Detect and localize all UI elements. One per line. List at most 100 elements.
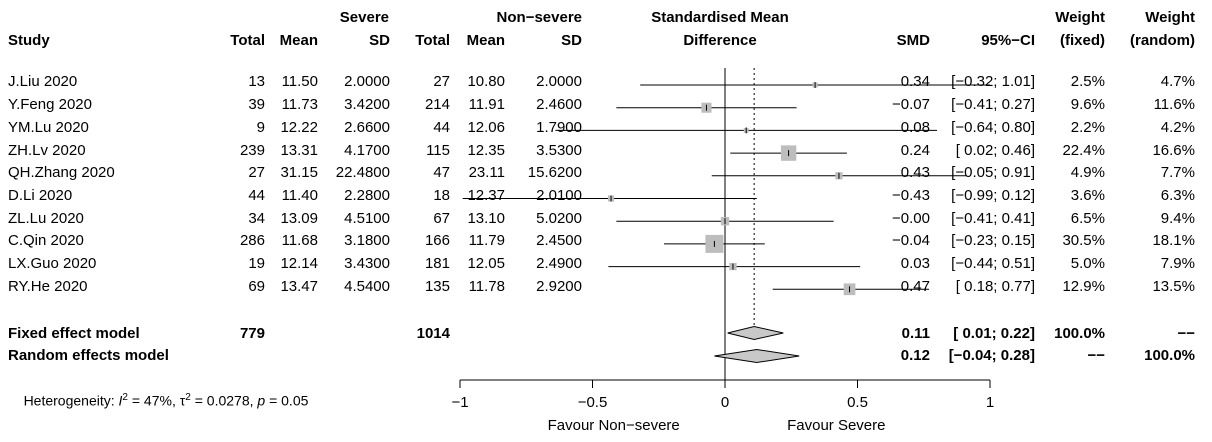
sd1-value: 4.5400 <box>344 278 390 295</box>
total1-value: 19 <box>248 255 265 272</box>
i-squared-value: = 47%, <box>127 392 180 409</box>
tau-symbol: τ <box>179 392 186 409</box>
sd1-value: 22.4800 <box>335 164 390 181</box>
header-weight-random-line2: (random) <box>1130 32 1195 49</box>
favour-right-label: Favour Severe <box>787 417 885 434</box>
study-name: C.Qin 2020 <box>8 232 84 249</box>
header-group1: Severe <box>339 9 389 26</box>
p-value: = 0.05 <box>265 392 309 409</box>
mean2-value: 23.11 <box>468 164 505 181</box>
weight-random-value: 4.2% <box>1160 119 1195 136</box>
smd-value: 0.24 <box>900 142 930 159</box>
sd1-value: 2.2800 <box>344 187 390 204</box>
mean1-value: 12.14 <box>280 255 318 272</box>
header-smd-line2: Difference <box>683 32 757 49</box>
smd-value: 0.47 <box>900 278 930 295</box>
fixed-total2: 1014 <box>416 325 450 342</box>
header-smd: SMD <box>896 32 930 49</box>
ci-value: [−0.64; 0.80] <box>951 119 1035 136</box>
ci-value: [−0.32; 1.01] <box>951 73 1035 90</box>
heterogeneity-prefix: Heterogeneity: <box>23 392 119 409</box>
weight-random-value: 7.7% <box>1160 164 1195 181</box>
total2-value: 27 <box>433 73 450 90</box>
weight-fixed-value: 2.5% <box>1070 73 1105 90</box>
random-effects-label: Random effects model <box>8 347 169 364</box>
weight-fixed-value: 3.6% <box>1070 187 1105 204</box>
total1-value: 69 <box>248 278 265 295</box>
sd2-value: 15.6200 <box>527 164 582 181</box>
fixed-total1: 779 <box>239 325 265 342</box>
header-weight-fixed-line1: Weight <box>1055 9 1105 26</box>
random-ci: [−0.04; 0.28] <box>948 347 1035 364</box>
mean1-value: 13.31 <box>280 142 318 159</box>
sd1-value: 3.4200 <box>344 96 390 113</box>
total1-value: 286 <box>239 232 265 249</box>
total2-value: 67 <box>433 210 450 227</box>
mean2-value: 11.91 <box>468 96 505 113</box>
weight-fixed-value: 2.2% <box>1070 119 1105 136</box>
weight-random-value: 13.5% <box>1152 278 1195 295</box>
sd1-value: 4.5100 <box>344 210 390 227</box>
sd1-value: 4.1700 <box>344 142 390 159</box>
header-smd-line1: Standardised Mean <box>651 9 789 26</box>
weight-fixed-value: 4.9% <box>1070 164 1105 181</box>
header-total2: Total <box>415 32 450 49</box>
mean2-value: 12.06 <box>467 119 505 136</box>
total1-value: 34 <box>248 210 265 227</box>
sd2-value: 2.0100 <box>536 187 582 204</box>
total1-value: 44 <box>248 187 265 204</box>
sd2-value: 2.0000 <box>536 73 582 90</box>
study-name: LX.Guo 2020 <box>8 255 97 272</box>
header-sd2: SD <box>561 32 582 49</box>
total1-value: 9 <box>256 119 265 136</box>
smd-value: 0.08 <box>900 119 930 136</box>
random-weight-random: 100.0% <box>1144 347 1195 364</box>
ci-value: [ 0.18; 0.77] <box>955 278 1035 295</box>
sd2-value: 2.4500 <box>536 232 582 249</box>
header-mean1: Mean <box>279 32 318 49</box>
x-tick-label: 0.5 <box>847 394 868 411</box>
total2-value: 166 <box>424 232 450 249</box>
ci-value: [−0.44; 0.51] <box>951 255 1035 272</box>
ci-value: [ 0.02; 0.46] <box>955 142 1035 159</box>
header-sd1: SD <box>369 32 390 49</box>
total2-value: 135 <box>424 278 450 295</box>
smd-value: 0.03 <box>900 255 930 272</box>
weight-random-value: 11.6% <box>1153 96 1195 113</box>
fixed-effect-diamond <box>727 325 784 341</box>
superscript-2: 2 <box>122 392 128 403</box>
mean2-value: 11.78 <box>468 278 505 295</box>
mean2-value: 12.05 <box>467 255 505 272</box>
weight-random-value: 18.1% <box>1152 232 1195 249</box>
weight-random-value: 6.3% <box>1160 187 1195 204</box>
weight-random-value: 7.9% <box>1160 255 1195 272</box>
total2-value: 47 <box>433 164 450 181</box>
random-smd: 0.12 <box>900 347 930 364</box>
fixed-weight-random: −− <box>1177 325 1195 342</box>
weight-fixed-value: 12.9% <box>1062 278 1105 295</box>
mean1-value: 13.09 <box>280 210 318 227</box>
header-ci: 95%−CI <box>981 32 1035 49</box>
x-tick-label: −0.5 <box>578 394 608 411</box>
weight-random-value: 4.7% <box>1160 73 1195 90</box>
study-name: J.Liu 2020 <box>8 73 78 90</box>
study-name: D.Li 2020 <box>8 187 73 204</box>
x-tick-label: 1 <box>986 394 994 411</box>
header-study: Study <box>8 32 50 49</box>
fixed-smd: 0.11 <box>901 325 930 342</box>
x-tick-label: −1 <box>451 394 468 411</box>
fixed-weight-fixed: 100.0% <box>1054 325 1105 342</box>
tau-squared-value: = 0.0278, <box>190 392 258 409</box>
header-total1: Total <box>230 32 265 49</box>
sd2-value: 5.0200 <box>536 210 582 227</box>
weight-fixed-value: 9.6% <box>1070 96 1105 113</box>
mean2-value: 10.80 <box>467 73 505 90</box>
mean1-value: 31.15 <box>280 164 318 181</box>
mean2-value: 11.79 <box>468 232 505 249</box>
study-name: ZH.Lv 2020 <box>8 142 86 159</box>
sd1-value: 2.6600 <box>344 119 390 136</box>
sd2-value: 2.9200 <box>536 278 582 295</box>
total2-value: 18 <box>433 187 450 204</box>
weight-random-value: 9.4% <box>1160 210 1195 227</box>
